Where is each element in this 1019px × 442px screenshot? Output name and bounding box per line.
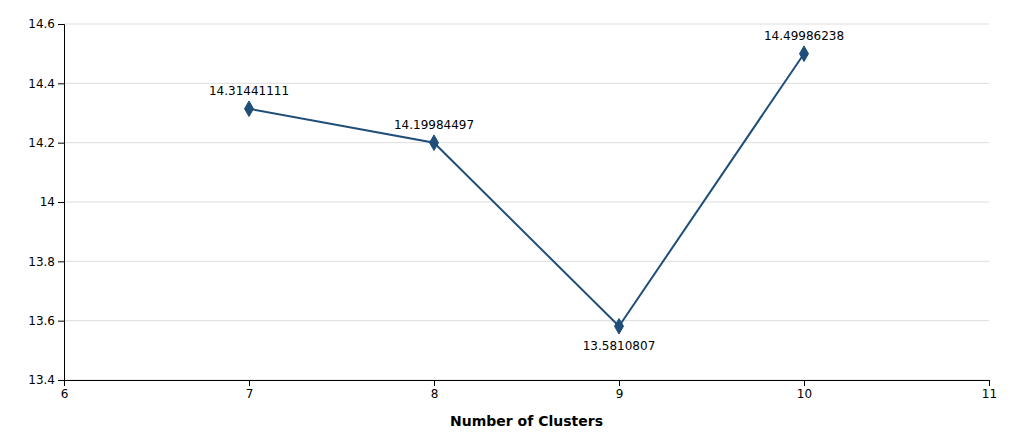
marker (245, 101, 254, 117)
x-tick-mark (249, 380, 250, 386)
grid-line (64, 83, 989, 84)
x-tick: 7 (246, 380, 254, 401)
y-tick-label: 14.4 (28, 77, 55, 91)
data-label: 14.49986238 (764, 29, 844, 43)
y-tick-label: 14.2 (28, 136, 55, 150)
data-labels: 14.31441111 14.19984497 13.5810807 14.49986… (209, 29, 844, 354)
x-tick-mark (434, 380, 435, 386)
data-label: 14.19984497 (394, 118, 474, 132)
y-tick: 14.4 (28, 77, 64, 91)
y-axis: 13.4 13.6 13.8 14 14.2 14.4 14.6 (28, 17, 64, 387)
x-tick-label: 7 (246, 387, 254, 401)
x-tick-mark (989, 380, 990, 386)
y-axis-line (58, 25, 65, 381)
x-tick-label: 10 (797, 387, 812, 401)
x-tick-label: 9 (616, 387, 624, 401)
plot: 6 7 8 9 10 11 13.4 13.6 13.8 14 14.2 14.4 14.6 14.314… (28, 17, 997, 400)
x-axis: 6 7 8 9 10 11 (61, 380, 997, 401)
y-tick-mark (58, 24, 64, 25)
y-tick-mark (58, 321, 64, 322)
x-tick: 10 (797, 380, 812, 401)
x-axis-title: Number of Clusters (450, 413, 603, 429)
x-tick-label: 6 (61, 387, 69, 401)
y-tick-mark (58, 143, 64, 144)
grid-line (64, 24, 989, 25)
x-tick-label: 11 (982, 387, 997, 401)
x-tick: 8 (431, 380, 439, 401)
y-tick: 13.8 (28, 255, 64, 269)
y-tick-label: 13.8 (28, 255, 55, 269)
grid-line (64, 320, 989, 321)
data-label: 14.31441111 (209, 84, 289, 98)
y-tick-label: 14.6 (28, 17, 55, 31)
y-tick-label: 13.6 (28, 314, 55, 328)
x-tick-label: 8 (431, 387, 439, 401)
y-tick-label: 13.4 (28, 373, 55, 387)
x-tick: 9 (616, 380, 624, 401)
x-tick-mark (619, 380, 620, 386)
grid (64, 24, 989, 380)
y-tick: 13.6 (28, 314, 64, 328)
y-tick: 14 (40, 195, 64, 209)
y-tick-mark (58, 83, 64, 84)
grid-line (64, 142, 989, 143)
grid-line (64, 261, 989, 262)
y-tick: 13.4 (28, 373, 64, 387)
y-tick-mark (58, 202, 64, 203)
x-tick: 6 (61, 380, 69, 401)
data-label: 13.5810807 (583, 339, 656, 353)
y-tick-mark (58, 261, 64, 262)
y-tick: 14.6 (28, 17, 64, 31)
line (249, 54, 804, 327)
marker (615, 318, 624, 334)
chart: 6 7 8 9 10 11 13.4 13.6 13.8 14 14.2 14.4 14.6 14.314… (0, 0, 1019, 442)
x-tick: 11 (982, 380, 997, 401)
marker (800, 46, 809, 62)
x-tick-mark (804, 380, 805, 386)
series (245, 46, 809, 334)
y-tick-mark (58, 380, 64, 381)
x-axis-line (65, 381, 990, 387)
marker (430, 135, 439, 151)
grid-line (64, 202, 989, 203)
y-tick: 14.2 (28, 136, 64, 150)
y-tick-label: 14 (40, 195, 55, 209)
